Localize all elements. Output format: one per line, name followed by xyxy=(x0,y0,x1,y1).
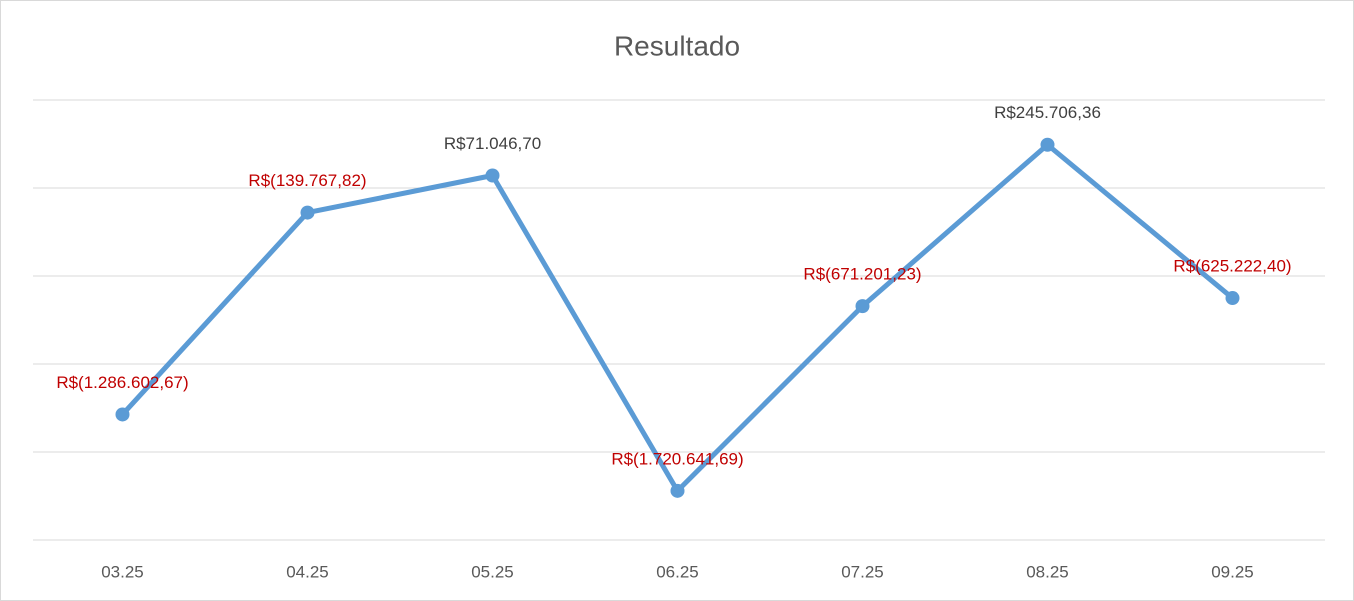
data-label: R$(139.767,82) xyxy=(248,171,366,190)
data-label: R$(1.286.602,67) xyxy=(56,373,188,392)
data-label: R$(625.222,40) xyxy=(1173,257,1291,276)
data-point xyxy=(670,483,685,498)
data-point xyxy=(855,299,870,314)
x-tick-label: 08.25 xyxy=(1026,562,1069,581)
x-tick-label: 06.25 xyxy=(656,562,699,581)
x-tick-label: 07.25 xyxy=(841,562,884,581)
data-label: R$(671.201,23) xyxy=(803,265,921,284)
data-point xyxy=(1040,137,1055,152)
x-tick-label: 03.25 xyxy=(101,562,144,581)
data-point xyxy=(1225,291,1240,306)
x-tick-label: 05.25 xyxy=(471,562,514,581)
chart-title: Resultado xyxy=(614,30,740,61)
data-point xyxy=(115,407,130,422)
data-label: R$(1.720.641,69) xyxy=(611,449,743,468)
data-point xyxy=(485,168,500,183)
x-tick-label: 09.25 xyxy=(1211,562,1254,581)
data-label: R$71.046,70 xyxy=(444,134,541,153)
x-tick-label: 04.25 xyxy=(286,562,329,581)
data-point xyxy=(300,205,315,220)
data-label: R$245.706,36 xyxy=(994,103,1101,122)
